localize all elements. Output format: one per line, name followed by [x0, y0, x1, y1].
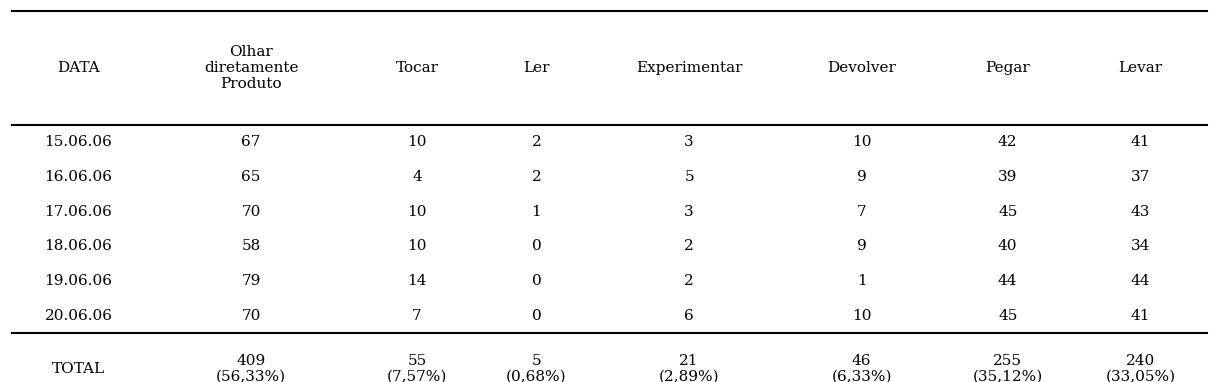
Text: 2: 2: [684, 240, 694, 254]
Text: 46
(6,33%): 46 (6,33%): [831, 354, 892, 382]
Text: 9: 9: [857, 240, 867, 254]
Text: 42: 42: [998, 136, 1018, 149]
Text: 43: 43: [1131, 205, 1151, 219]
Text: 1: 1: [531, 205, 541, 219]
Text: 65: 65: [241, 170, 261, 184]
Text: 3: 3: [684, 136, 694, 149]
Text: 40: 40: [998, 240, 1018, 254]
Text: 18.06.06: 18.06.06: [45, 240, 112, 254]
Text: 79: 79: [241, 274, 261, 288]
Text: 10: 10: [407, 205, 427, 219]
Text: Levar: Levar: [1118, 61, 1163, 75]
Text: 58: 58: [241, 240, 261, 254]
Text: 44: 44: [1131, 274, 1151, 288]
Text: 41: 41: [1131, 136, 1151, 149]
Text: 45: 45: [998, 205, 1018, 219]
Text: 10: 10: [852, 309, 872, 323]
Text: 10: 10: [407, 136, 427, 149]
Text: 34: 34: [1131, 240, 1151, 254]
Text: 2: 2: [531, 170, 541, 184]
Text: 16.06.06: 16.06.06: [45, 170, 112, 184]
Text: 70: 70: [241, 205, 261, 219]
Text: 15.06.06: 15.06.06: [45, 136, 112, 149]
Text: 70: 70: [241, 309, 261, 323]
Text: Devolver: Devolver: [828, 61, 896, 75]
Text: 44: 44: [998, 274, 1018, 288]
Text: DATA: DATA: [57, 61, 100, 75]
Text: 0: 0: [531, 274, 541, 288]
Text: 19.06.06: 19.06.06: [45, 274, 112, 288]
Text: 240
(33,05%): 240 (33,05%): [1106, 354, 1175, 382]
Text: Experimentar: Experimentar: [636, 61, 742, 75]
Text: 9: 9: [857, 170, 867, 184]
Text: 0: 0: [531, 309, 541, 323]
Text: 10: 10: [407, 240, 427, 254]
Text: 2: 2: [531, 136, 541, 149]
Text: 7: 7: [857, 205, 867, 219]
Text: 10: 10: [852, 136, 872, 149]
Text: 39: 39: [998, 170, 1018, 184]
Text: 37: 37: [1131, 170, 1150, 184]
Text: 255
(35,12%): 255 (35,12%): [973, 354, 1042, 382]
Text: 5
(0,68%): 5 (0,68%): [506, 354, 567, 382]
Text: 45: 45: [998, 309, 1018, 323]
Text: 6: 6: [684, 309, 694, 323]
Text: Olhar
diretamente
Produto: Olhar diretamente Produto: [204, 45, 299, 91]
Text: Pegar: Pegar: [985, 61, 1030, 75]
Text: TOTAL: TOTAL: [52, 362, 105, 376]
Text: Tocar: Tocar: [395, 61, 439, 75]
Text: 55
(7,57%): 55 (7,57%): [386, 354, 447, 382]
Text: 67: 67: [241, 136, 261, 149]
Text: 17.06.06: 17.06.06: [45, 205, 112, 219]
Text: 1: 1: [857, 274, 867, 288]
Text: 5: 5: [684, 170, 694, 184]
Text: 20.06.06: 20.06.06: [45, 309, 112, 323]
Text: 0: 0: [531, 240, 541, 254]
Text: 21
(2,89%): 21 (2,89%): [658, 354, 719, 382]
Text: 409
(56,33%): 409 (56,33%): [216, 354, 286, 382]
Text: 2: 2: [684, 274, 694, 288]
Text: 3: 3: [684, 205, 694, 219]
Text: Ler: Ler: [523, 61, 550, 75]
Text: 41: 41: [1131, 309, 1151, 323]
Text: 4: 4: [412, 170, 422, 184]
Text: 7: 7: [412, 309, 422, 323]
Text: 14: 14: [407, 274, 427, 288]
